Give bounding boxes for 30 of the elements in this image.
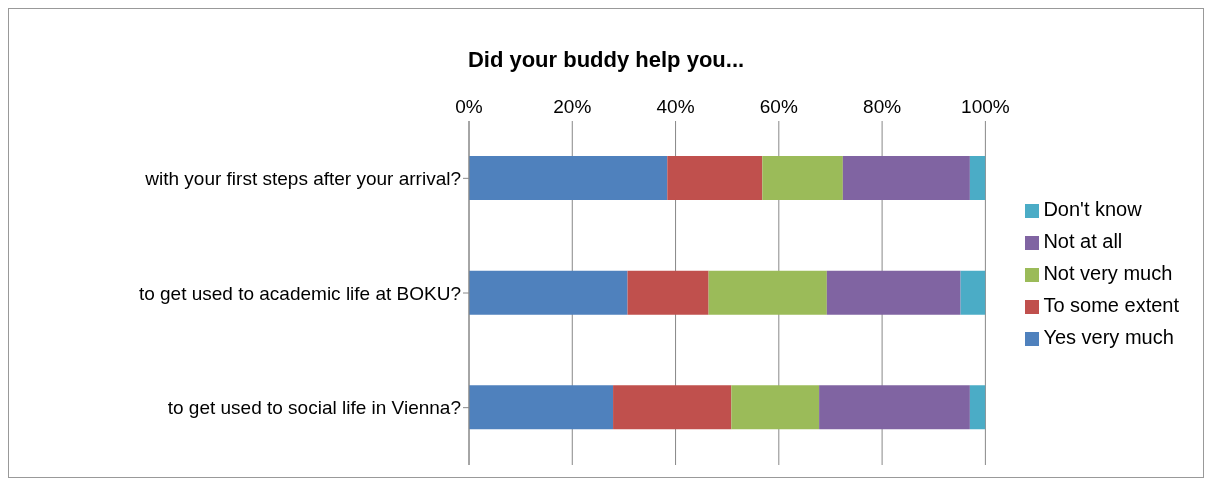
- bar: [842, 156, 970, 200]
- y-tick-label: to get used to social life in Vienna?: [167, 397, 461, 419]
- legend-label: To some extent: [1043, 294, 1179, 316]
- x-tick-label: 40%: [656, 96, 695, 117]
- bar: [469, 156, 668, 200]
- x-tick-label: 60%: [759, 96, 798, 117]
- x-tick-label: 100%: [961, 96, 1010, 117]
- x-tick-label: 20%: [553, 96, 592, 117]
- bar: [960, 270, 986, 315]
- bar: [627, 270, 709, 315]
- bar: [826, 270, 961, 315]
- bar: [969, 385, 986, 430]
- bar: [708, 270, 827, 315]
- legend-label: Yes very much: [1043, 326, 1174, 348]
- legend-label: Not very much: [1043, 262, 1173, 284]
- bar: [667, 156, 763, 200]
- bar: [613, 385, 732, 430]
- bar: [731, 385, 820, 430]
- y-tick-label: to get used to academic life at BOKU?: [138, 282, 461, 304]
- x-tick-label: 80%: [863, 96, 902, 117]
- chart-title: Did your buddy help you...: [466, 47, 746, 73]
- bar: [969, 156, 986, 200]
- bar: [469, 270, 628, 315]
- y-tick-label: with your first steps after your arrival?: [144, 168, 461, 190]
- legend-label: Not at all: [1043, 230, 1123, 252]
- bar: [762, 156, 843, 200]
- legend-label: Don't know: [1043, 198, 1142, 220]
- bar: [469, 385, 614, 430]
- bar: [819, 385, 970, 430]
- x-tick-label: 0%: [455, 96, 483, 117]
